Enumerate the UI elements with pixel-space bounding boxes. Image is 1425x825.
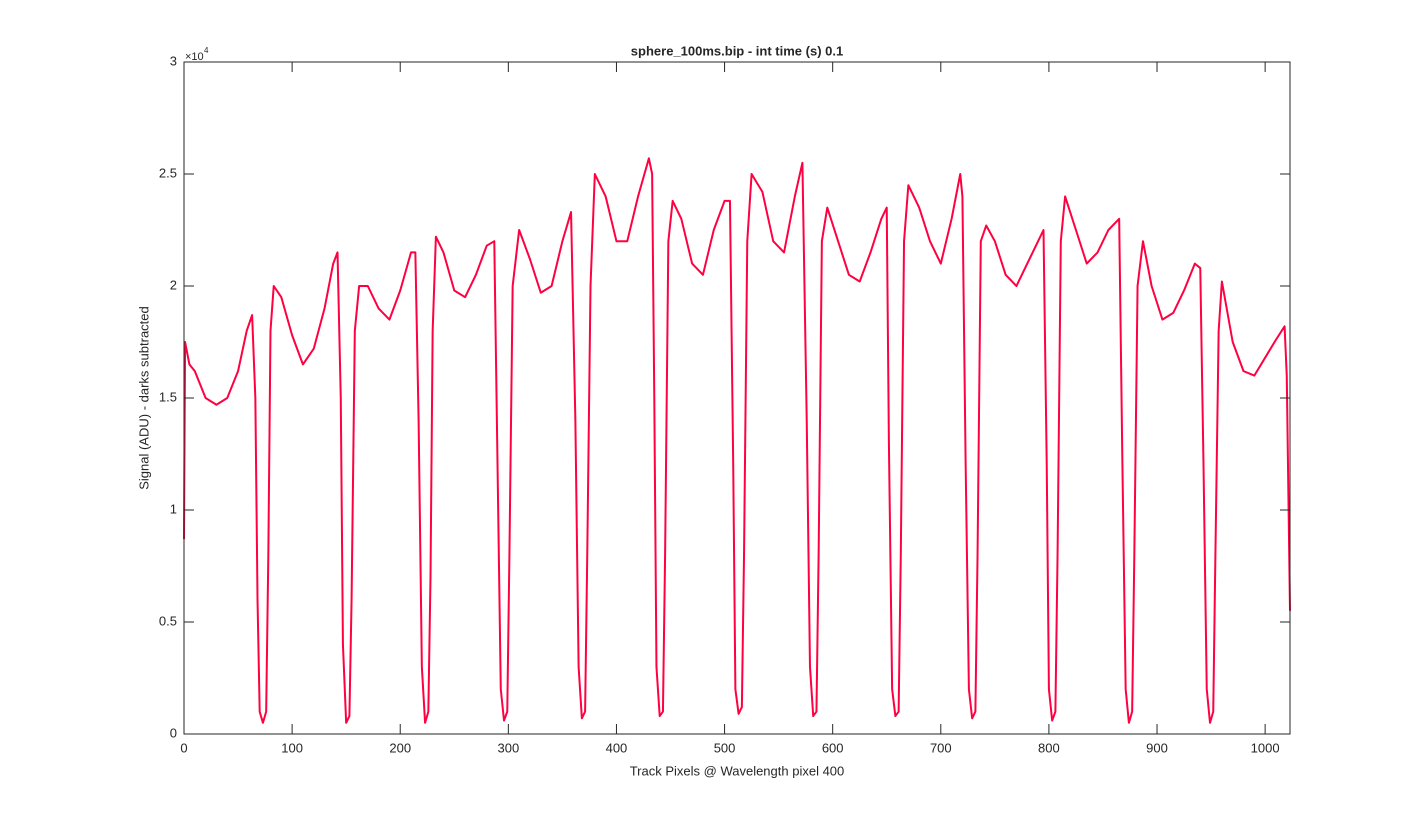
y-tick-label: 0.5 <box>159 613 177 628</box>
chart-title: sphere_100ms.bip - int time (s) 0.1 <box>631 43 843 58</box>
x-tick-label: 900 <box>1146 740 1168 755</box>
x-tick-label: 1000 <box>1251 740 1280 755</box>
y-tick-label: 2.5 <box>159 165 177 180</box>
x-tick-label: 200 <box>389 740 411 755</box>
data-line <box>183 157 1291 724</box>
y-tick-label: 0 <box>170 725 177 740</box>
x-axis-label: Track Pixels @ Wavelength pixel 400 <box>630 763 845 778</box>
x-tick-label: 800 <box>1038 740 1060 755</box>
x-tick-label: 600 <box>822 740 844 755</box>
y-tick-label: 1 <box>170 501 177 516</box>
x-tick-label: 700 <box>930 740 952 755</box>
x-tick-label: 400 <box>606 740 628 755</box>
x-tick-label: 0 <box>180 740 187 755</box>
x-tick-label: 100 <box>281 740 303 755</box>
y-scale-label: ×10 <box>185 51 204 63</box>
y-scale-exponent: 4 <box>204 46 209 55</box>
y-tick-label: 1.5 <box>159 389 177 404</box>
y-tick-label: 2 <box>170 277 177 292</box>
y-tick-label: 3 <box>170 53 177 68</box>
x-tick-label: 500 <box>714 740 736 755</box>
x-tick-label: 300 <box>497 740 519 755</box>
y-axis-label: Signal (ADU) - darks subtracted <box>136 306 151 490</box>
